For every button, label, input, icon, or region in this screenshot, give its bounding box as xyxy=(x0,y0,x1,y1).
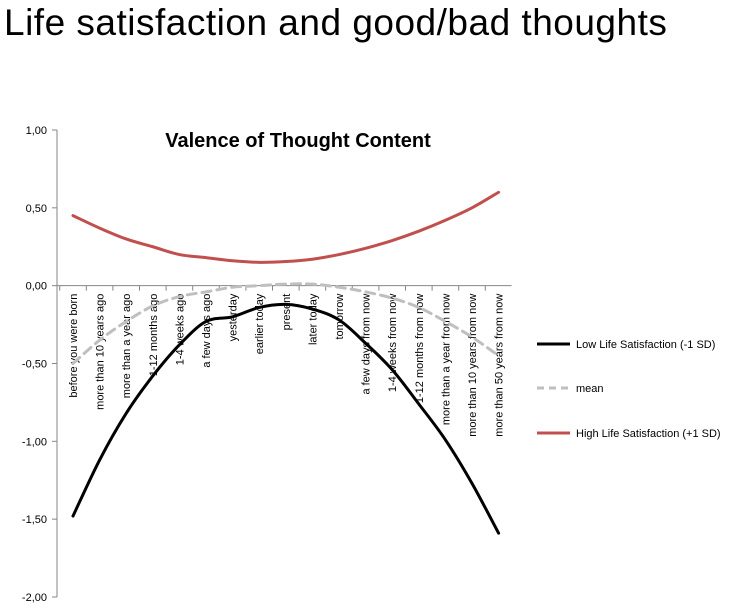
x-tick-label: more than a year ago xyxy=(121,294,133,399)
x-tick-label: more than 10 years ago xyxy=(95,294,107,410)
series-line-1 xyxy=(71,282,501,365)
y-tick-label: -2,00 xyxy=(22,592,47,604)
x-tick-label: earlier today xyxy=(254,293,266,354)
y-tick-label: -0,50 xyxy=(22,359,47,371)
x-tick-label: 1-4 weeks ago xyxy=(174,294,186,366)
x-tick-label: present xyxy=(281,294,293,331)
y-axis: 1,00 0,50 0,00 -0,50 -1,00 -1,50 -2,00 xyxy=(22,125,58,604)
y-tick-label: 0,50 xyxy=(26,203,47,215)
x-tick-label: before you were born xyxy=(68,294,80,398)
x-tick-label: later today xyxy=(307,293,319,345)
x-tick-label: 1-12 months ago xyxy=(148,294,160,377)
y-tick-label: 1,00 xyxy=(26,125,47,137)
slide-title: Life satisfaction and good/bad thoughts xyxy=(4,2,668,43)
x-axis: before you were born more than 10 years a… xyxy=(57,285,512,437)
chart-title: Valence of Thought Content xyxy=(165,130,431,152)
series-line-2 xyxy=(71,190,501,264)
x-tick-label: more than a year from now xyxy=(440,294,452,426)
series-line-0 xyxy=(71,302,501,535)
y-tick-label: -1,00 xyxy=(22,436,47,448)
legend-label-1: mean xyxy=(576,383,604,395)
legend-label-0: Low Life Satisfaction (-1 SD) xyxy=(576,339,715,351)
x-tick-label: tomorrow xyxy=(334,294,346,340)
legend-label-2: High Life Satisfaction (+1 SD) xyxy=(576,428,721,440)
y-tick-label: -1,50 xyxy=(22,514,47,526)
x-tick-label: more than 10 years from now xyxy=(467,294,479,437)
series-layer xyxy=(71,190,501,535)
x-tick-label: 1-12 months from now xyxy=(414,294,426,403)
legend: Low Life Satisfaction (-1 SD) mean High Li… xyxy=(537,339,721,440)
x-tick-label: a few days ago xyxy=(201,294,213,368)
x-tick-label: more than 50 years from now xyxy=(494,294,506,437)
y-tick-label: 0,00 xyxy=(26,281,47,293)
